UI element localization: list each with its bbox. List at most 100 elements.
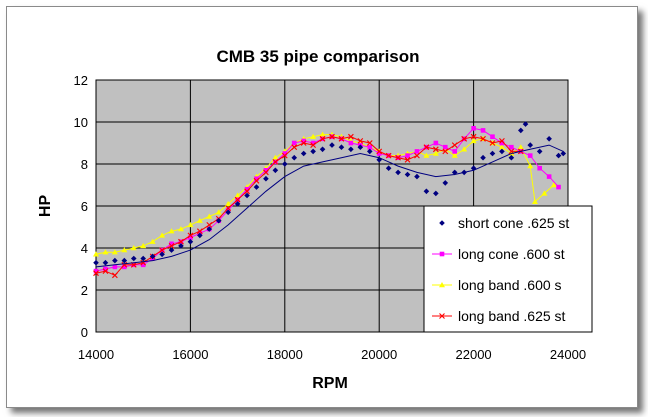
series-4-point xyxy=(281,152,288,159)
series-3-point xyxy=(130,245,137,251)
series-2-point xyxy=(188,235,193,240)
series-3-point xyxy=(550,182,557,188)
series-4-point xyxy=(263,169,269,176)
series-1-point xyxy=(376,157,382,163)
series-1-point xyxy=(433,190,439,197)
series-4-line xyxy=(95,136,521,276)
y-tick-label: 2 xyxy=(81,283,88,298)
series-4-point xyxy=(423,144,430,151)
legend-label: long cone .600 st xyxy=(458,246,565,262)
series-3-point xyxy=(527,163,534,169)
chart-title: CMB 35 pipe comparison xyxy=(216,47,419,66)
series-1-point xyxy=(206,226,213,232)
series-3-point xyxy=(310,133,317,139)
series-4-point xyxy=(329,133,335,140)
series-2-point xyxy=(480,128,486,133)
series-1-point xyxy=(395,169,401,176)
legend: short cone .625 st long cone .600 st long … xyxy=(423,205,593,333)
y-tick-label: 4 xyxy=(81,241,88,256)
series-1-point xyxy=(527,142,534,148)
series-4-point xyxy=(414,152,420,159)
series-2-point xyxy=(490,134,495,139)
series-1-point xyxy=(461,169,467,176)
series-2-point xyxy=(405,153,410,158)
series-1-point xyxy=(385,165,392,171)
series-4-point xyxy=(480,135,486,142)
series-1-point xyxy=(560,150,567,157)
series-2-point xyxy=(556,184,561,190)
series-2-point xyxy=(282,151,288,156)
y-axis-title: HP xyxy=(37,195,54,218)
series-1-point xyxy=(93,259,99,266)
series-1-point xyxy=(159,251,165,258)
series-2-point xyxy=(537,165,542,171)
series-2-point xyxy=(254,176,259,181)
series-1-point xyxy=(140,255,146,262)
series-4-point xyxy=(187,232,194,239)
series-4-point xyxy=(234,196,241,203)
legend-label: long band .600 s xyxy=(458,277,562,293)
series-1-point xyxy=(414,173,420,180)
series-2-point xyxy=(103,266,108,272)
series-4-point xyxy=(461,135,468,142)
series-1-point xyxy=(187,238,194,245)
series-1-point xyxy=(338,144,345,150)
series-3-point xyxy=(102,249,109,255)
series-2-point xyxy=(367,144,373,150)
series-4-point xyxy=(168,243,175,249)
series-4-point xyxy=(489,140,496,146)
series-1-point xyxy=(225,209,231,216)
series-3-point xyxy=(531,198,538,204)
series-3-point xyxy=(93,251,99,257)
series-4-point xyxy=(111,272,118,279)
series-1-point xyxy=(348,146,354,153)
series-2-point xyxy=(471,126,476,131)
series-1-point xyxy=(272,167,279,174)
series-3-point xyxy=(225,200,232,207)
series-2-point xyxy=(112,264,118,270)
series-4-point xyxy=(93,270,99,277)
series-2-point xyxy=(348,140,354,146)
x-tick-label: 18000 xyxy=(267,347,303,362)
series-4-point xyxy=(319,135,326,142)
series-4-point xyxy=(395,154,401,161)
series-2-point xyxy=(527,153,533,158)
series-2-point xyxy=(414,149,420,154)
y-tick-label: 12 xyxy=(74,73,88,88)
series-1-point xyxy=(112,257,118,264)
series-1-point xyxy=(263,175,269,182)
series-4-point xyxy=(451,142,458,148)
series-3-point xyxy=(159,232,166,238)
series-1-point xyxy=(253,184,260,190)
series-4-point xyxy=(404,156,411,163)
series-2-point xyxy=(433,140,439,146)
series-4-point xyxy=(206,222,213,228)
series-3-point xyxy=(168,228,175,234)
series-2-point xyxy=(546,174,552,179)
series-3-point xyxy=(517,144,524,150)
series-1-point xyxy=(480,154,486,161)
series-3-point xyxy=(196,217,203,223)
series-2-point xyxy=(452,149,458,154)
series-1 xyxy=(93,121,567,268)
series-2-point xyxy=(509,144,514,150)
series-2-point xyxy=(499,140,505,146)
series-1-point xyxy=(451,169,458,176)
series-1-point xyxy=(291,154,298,161)
legend-box xyxy=(423,205,593,333)
series-4-point xyxy=(376,148,383,155)
series-4-point xyxy=(178,238,184,245)
series-4-point xyxy=(272,159,279,165)
series-1-point xyxy=(404,171,411,178)
series-3-point xyxy=(206,213,213,219)
series-1-point xyxy=(215,217,222,224)
series-4-point xyxy=(366,140,373,146)
series-3-point xyxy=(111,249,118,255)
series-1-point xyxy=(234,201,241,207)
series-2-point xyxy=(310,140,316,146)
series-3-point xyxy=(319,131,326,137)
series-4-point xyxy=(225,205,232,211)
series-1-point xyxy=(197,232,203,239)
series-1-point xyxy=(518,127,524,134)
